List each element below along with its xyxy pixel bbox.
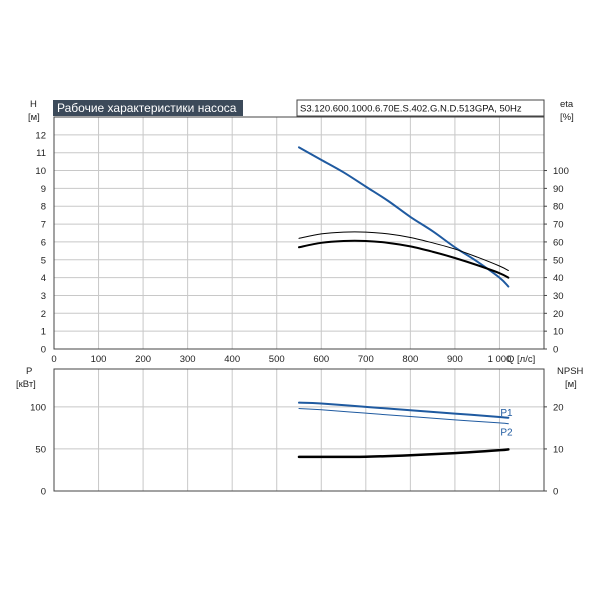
bottom-right-axis-unit: [м] [565, 379, 577, 390]
left-y-tick-label: 2 [41, 309, 46, 320]
bottom-plot-frame [53, 368, 545, 492]
top-left-axis-unit: [м] [28, 112, 40, 123]
left-y-tick-label: 1 [41, 327, 46, 338]
x-tick-label: 400 [224, 354, 240, 365]
right-y-tick-label: 0 [553, 487, 558, 498]
left-y-tick-label: 11 [36, 148, 46, 159]
bottom-right-axis-title: NPSH [557, 366, 584, 377]
left-y-tick-label: 0 [41, 487, 46, 498]
x-tick-label: 300 [180, 354, 196, 365]
left-y-tick-label: 7 [41, 220, 46, 231]
bottom-left-axis-title: P [26, 366, 32, 377]
top-right-axis-title: eta [560, 99, 574, 110]
left-y-tick-label: 9 [41, 184, 46, 195]
top-plot-frame [53, 116, 545, 350]
x-tick-label: 600 [313, 354, 329, 365]
right-y-tick-label: 0 [553, 345, 558, 356]
right-y-tick-label: 50 [553, 255, 564, 266]
left-y-tick-label: 3 [41, 291, 46, 302]
right-y-tick-label: 80 [553, 202, 564, 213]
series-label-p1: P1 [500, 408, 513, 419]
right-y-tick-label: 20 [553, 309, 564, 320]
right-y-tick-label: 20 [553, 402, 564, 413]
bottom-series-line-p2 [298, 408, 509, 425]
left-y-tick-label: 4 [41, 273, 46, 284]
right-y-tick-label: 10 [553, 327, 564, 338]
x-tick-label: 800 [402, 354, 418, 365]
left-y-tick-label: 0 [41, 345, 46, 356]
left-y-tick-label: 10 [35, 166, 46, 177]
bottom-axis-titles: P [кВт] NPSH [м] [16, 366, 584, 390]
bottom-left-axis-unit: [кВт] [16, 379, 36, 390]
bottom-series-line-p1 [298, 401, 510, 419]
left-y-tick-label: 50 [35, 444, 46, 455]
top-series-line-0 [298, 146, 510, 288]
x-tick-label: 500 [269, 354, 285, 365]
series-label-p2: P2 [500, 428, 513, 439]
right-y-tick-label: 60 [553, 237, 564, 248]
bottom-series-line-2 [297, 448, 510, 459]
top-axis-titles: H [м] eta [%] Q [л/с] [28, 99, 574, 365]
top-x-axis-title: Q [л/с] [507, 354, 535, 365]
top-series-line-2 [298, 239, 510, 279]
right-y-tick-label: 100 [553, 166, 569, 177]
right-y-tick-label: 90 [553, 184, 564, 195]
right-y-tick-label: 30 [553, 291, 564, 302]
pump-model-label: S3.120.600.1000.6.70E.S.402.G.N.D.513GPA… [300, 104, 522, 115]
model-box [296, 99, 545, 117]
top-series-line-1 [298, 231, 509, 271]
top-right-axis-unit: [%] [560, 112, 574, 123]
x-tick-label: 1 000 [488, 354, 512, 365]
chart-title: Рабочие характеристики насоса [57, 101, 237, 115]
left-y-tick-label: 5 [41, 255, 46, 266]
x-tick-label: 100 [91, 354, 107, 365]
x-tick-label: 200 [135, 354, 151, 365]
top-left-axis-title: H [30, 99, 37, 110]
x-tick-label: 0 [51, 354, 56, 365]
x-tick-label: 700 [358, 354, 374, 365]
left-y-tick-label: 12 [35, 130, 46, 141]
head-efficiency-panel: 0 100 200 300 400 500 600 700 800 900 1 0000123456… [35, 116, 569, 365]
chart-header: Рабочие характеристики насоса S3.120.600… [53, 99, 545, 117]
title-background [53, 100, 243, 116]
right-y-tick-label: 70 [553, 220, 564, 231]
x-tick-label: 900 [447, 354, 463, 365]
left-y-tick-label: 100 [30, 402, 46, 413]
right-y-tick-label: 40 [553, 273, 564, 284]
left-y-tick-label: 6 [41, 237, 46, 248]
right-y-tick-label: 10 [553, 444, 564, 455]
power-npsh-panel: 0 50 100 0 10 20 P1 P2 [30, 368, 564, 498]
left-y-tick-label: 8 [41, 202, 46, 213]
